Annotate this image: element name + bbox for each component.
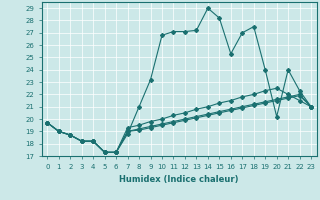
X-axis label: Humidex (Indice chaleur): Humidex (Indice chaleur) [119, 175, 239, 184]
